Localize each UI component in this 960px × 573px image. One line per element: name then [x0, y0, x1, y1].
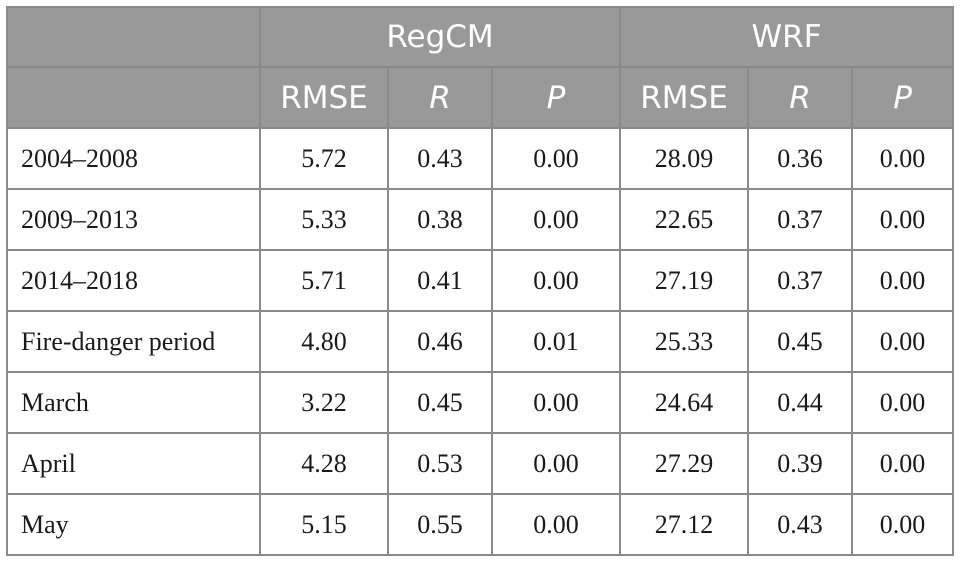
header-corner-cell-2 [6, 66, 261, 129]
row-label: May [6, 493, 261, 556]
wrf-p-cell: 0.00 [851, 249, 955, 312]
header-row-metrics: RMSE R P RMSE R P [6, 66, 955, 129]
wrf-rmse-cell: 27.12 [619, 493, 750, 556]
table-header: RegCM WRF RMSE R P RMSE R P [6, 6, 955, 129]
table-row: Fire-danger period 4.80 0.46 0.01 25.33 … [6, 310, 955, 373]
row-label: Fire-danger period [6, 310, 261, 373]
table-row: 2004–2008 5.72 0.43 0.00 28.09 0.36 0.00 [6, 127, 955, 190]
regcm-p-cell: 0.00 [490, 188, 622, 251]
wrf-rmse-cell: 22.65 [619, 188, 750, 251]
wrf-rmse-cell: 27.29 [619, 432, 750, 495]
wrf-p-cell: 0.00 [851, 371, 955, 434]
header-regcm-p: P [490, 66, 622, 129]
wrf-rmse-cell: 25.33 [619, 310, 750, 373]
header-corner-cell [6, 6, 261, 68]
row-label: 2014–2018 [6, 249, 261, 312]
row-label: 2009–2013 [6, 188, 261, 251]
regcm-r-cell: 0.43 [387, 127, 493, 190]
row-label: 2004–2008 [6, 127, 261, 190]
wrf-r-cell: 0.43 [747, 493, 854, 556]
wrf-p-cell: 0.00 [851, 310, 955, 373]
regcm-r-cell: 0.41 [387, 249, 493, 312]
regcm-rmse-cell: 4.28 [259, 432, 389, 495]
regcm-p-cell: 0.00 [490, 493, 622, 556]
regcm-rmse-cell: 3.22 [259, 371, 389, 434]
header-regcm-rmse: RMSE [259, 66, 389, 129]
table-row: May 5.15 0.55 0.00 27.12 0.43 0.00 [6, 493, 955, 556]
wrf-r-cell: 0.37 [747, 188, 854, 251]
comparison-table: RegCM WRF RMSE R P RMSE R P 2004–2008 5.… [6, 6, 955, 556]
row-label: March [6, 371, 261, 434]
wrf-p-cell: 0.00 [851, 493, 955, 556]
header-wrf-r: R [747, 66, 854, 129]
wrf-r-cell: 0.44 [747, 371, 854, 434]
header-group-regcm: RegCM [258, 6, 622, 68]
regcm-p-cell: 0.00 [490, 127, 622, 190]
header-group-wrf: WRF [619, 6, 955, 68]
wrf-r-cell: 0.39 [747, 432, 854, 495]
wrf-p-cell: 0.00 [851, 432, 955, 495]
wrf-r-cell: 0.36 [747, 127, 854, 190]
wrf-r-cell: 0.37 [747, 249, 854, 312]
regcm-rmse-cell: 5.71 [259, 249, 389, 312]
wrf-rmse-cell: 24.64 [619, 371, 750, 434]
regcm-rmse-cell: 5.15 [259, 493, 389, 556]
wrf-r-cell: 0.45 [747, 310, 854, 373]
table-row: 2014–2018 5.71 0.41 0.00 27.19 0.37 0.00 [6, 249, 955, 312]
regcm-rmse-cell: 5.33 [259, 188, 389, 251]
regcm-p-cell: 0.00 [490, 432, 622, 495]
wrf-rmse-cell: 28.09 [619, 127, 750, 190]
regcm-r-cell: 0.53 [387, 432, 493, 495]
wrf-p-cell: 0.00 [851, 127, 955, 190]
regcm-p-cell: 0.01 [490, 310, 622, 373]
header-row-groups: RegCM WRF [6, 6, 955, 68]
regcm-r-cell: 0.38 [387, 188, 493, 251]
regcm-r-cell: 0.45 [387, 371, 493, 434]
table-row: March 3.22 0.45 0.00 24.64 0.44 0.00 [6, 371, 955, 434]
header-wrf-p: P [851, 66, 955, 129]
table-body: 2004–2008 5.72 0.43 0.00 28.09 0.36 0.00… [6, 127, 955, 556]
regcm-rmse-cell: 4.80 [259, 310, 389, 373]
regcm-r-cell: 0.55 [387, 493, 493, 556]
regcm-p-cell: 0.00 [490, 249, 622, 312]
regcm-r-cell: 0.46 [387, 310, 493, 373]
regcm-rmse-cell: 5.72 [259, 127, 389, 190]
table-row: 2009–2013 5.33 0.38 0.00 22.65 0.37 0.00 [6, 188, 955, 251]
header-wrf-rmse: RMSE [619, 66, 750, 129]
wrf-p-cell: 0.00 [851, 188, 955, 251]
row-label: April [6, 432, 261, 495]
table-row: April 4.28 0.53 0.00 27.29 0.39 0.00 [6, 432, 955, 495]
regcm-p-cell: 0.00 [490, 371, 622, 434]
header-regcm-r: R [387, 66, 493, 129]
wrf-rmse-cell: 27.19 [619, 249, 750, 312]
